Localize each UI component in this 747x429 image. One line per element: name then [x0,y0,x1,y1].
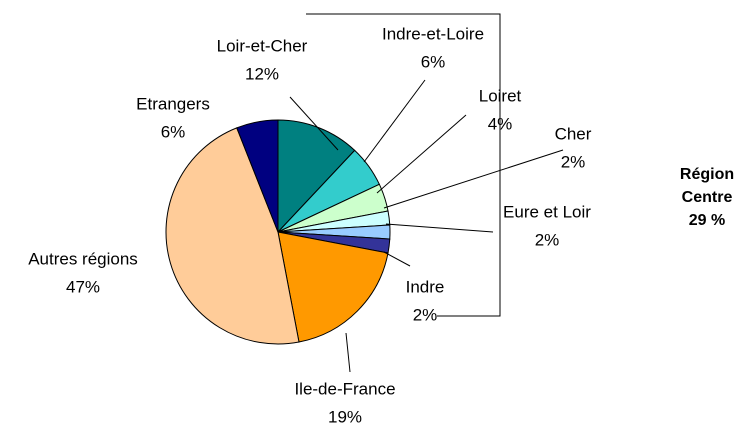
bracket [306,13,501,317]
value-label: 2% [561,152,586,171]
value-label: 6% [161,122,186,141]
slice-label: Etrangers [136,94,210,113]
leader-line [383,149,564,209]
value-label: 47% [66,277,100,296]
slice-label: Autres régions [28,249,138,268]
slice [165,127,300,345]
leader-line [345,332,351,373]
value-label: 6% [421,52,446,71]
slice [277,119,356,234]
leader-line [383,251,411,267]
value-label: 2% [535,230,560,249]
annotation: 29 % [689,212,725,229]
slice-label: Cher [555,124,592,143]
annotation: Région [680,166,734,183]
slice-label: Indre-et-Loire [382,24,484,43]
leader-line [385,223,494,233]
slice [277,231,389,343]
annotation: Centre [682,189,733,206]
slice-label: Loiret [479,86,522,105]
slice-label: Indre [406,277,445,296]
leader-line [376,114,467,194]
value-label: 4% [488,114,513,133]
slice-label: Loir-et-Cher [217,36,308,55]
slice [236,119,279,233]
leader-line [289,96,339,151]
value-label: 12% [245,64,279,83]
slice-label: Ile-de-France [294,379,395,398]
value-label: 2% [413,305,438,324]
slice-label: Eure et Loir [503,202,591,221]
value-label: 19% [328,407,362,426]
leader-line [363,79,426,163]
